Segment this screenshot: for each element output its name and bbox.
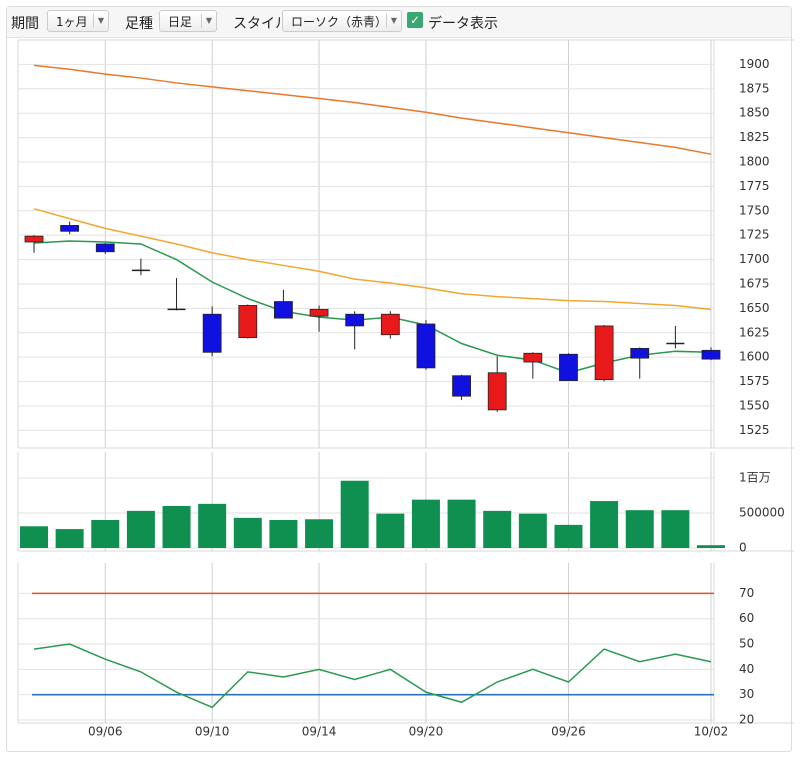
volume-bar [483, 510, 512, 548]
y-tick-label: 1900 [739, 57, 770, 71]
candle-body [309, 308, 329, 317]
candle-body [701, 349, 721, 360]
volume-bar [625, 510, 654, 548]
dropdown-arrow: ▼ [386, 14, 401, 28]
candle-body [452, 375, 471, 397]
volume-bar [20, 526, 48, 548]
y-tick-label: 1775 [739, 179, 770, 193]
period-value: 1ヶ月 [56, 15, 88, 29]
candle-body [380, 313, 400, 336]
candle-body [416, 323, 436, 369]
volume-bar [198, 503, 227, 548]
candle-body [487, 372, 507, 411]
volume-bar [376, 513, 405, 548]
y-tick-label: 1725 [739, 228, 770, 242]
line-series [33, 64, 712, 155]
y-tick-label: 1550 [739, 398, 770, 412]
candle-body [345, 313, 365, 327]
bar-dropdown[interactable]: 日足 ▼ [159, 10, 217, 32]
volume-bar [554, 524, 583, 548]
volume-bar [340, 480, 369, 548]
volume-bar [661, 510, 690, 548]
x-tick-label: 09/20 [409, 725, 444, 739]
line-series [33, 643, 712, 709]
style-label: スタイル [233, 16, 289, 32]
dropdown-arrow: ▼ [201, 14, 216, 28]
y-tick-label: 1750 [739, 203, 770, 217]
volume-bar [305, 519, 334, 548]
y-tick-label: 1800 [739, 154, 770, 168]
volume-bar [233, 517, 262, 548]
data-toggle-label: データ表示 [428, 16, 498, 32]
y-tick-label: 1575 [739, 374, 770, 388]
volume-bar [697, 545, 725, 548]
period-dropdown[interactable]: 1ヶ月 ▼ [47, 10, 109, 32]
period-label: 期間 [11, 16, 39, 32]
y-tick-label: 0 [739, 541, 747, 555]
y-tick-label: 1700 [739, 252, 770, 266]
volume-bar [91, 519, 120, 548]
y-tick-label: 1百万 [739, 470, 771, 484]
candle-body [630, 347, 650, 359]
volume-bar [590, 501, 619, 548]
style-dropdown[interactable]: ローソク（赤青） ▼ [282, 10, 402, 32]
y-tick-label: 1625 [739, 325, 770, 339]
volume-bar [126, 510, 155, 548]
y-tick-label: 1650 [739, 301, 770, 315]
x-tick-label: 09/10 [195, 725, 230, 739]
y-tick-label: 1825 [739, 130, 770, 144]
x-tick-label: 10/02 [694, 725, 729, 739]
candle-body [274, 301, 293, 319]
data-checkbox[interactable]: ✓ [407, 12, 423, 28]
bar-value: 日足 [168, 15, 193, 29]
y-tick-label: 60 [739, 611, 754, 625]
y-tick-label: 40 [739, 662, 754, 676]
y-tick-label: 30 [739, 687, 754, 701]
y-tick-label: 50 [739, 637, 754, 651]
candle-body [60, 225, 80, 232]
candle-body [523, 352, 543, 363]
volume-bar [518, 513, 547, 548]
x-tick-label: 09/14 [302, 725, 337, 739]
dropdown-arrow: ▼ [93, 14, 108, 28]
candle-body [202, 313, 222, 353]
candle-body [559, 353, 578, 381]
candle-body [238, 305, 258, 339]
style-value: ローソク（赤青） [291, 15, 388, 29]
toolbar: 期間 1ヶ月 ▼ 足種 日足 ▼ スタイル ローソク（赤青） ▼ ✓ データ表示 [7, 7, 791, 38]
line-series [33, 208, 712, 311]
y-tick-label: 1525 [739, 423, 770, 437]
candle-body [594, 325, 614, 381]
y-tick-label: 1600 [739, 350, 770, 364]
volume-bar [269, 519, 298, 548]
candle-body [24, 235, 44, 243]
volume-bar [55, 529, 84, 548]
chart-frame: 期間 1ヶ月 ▼ 足種 日足 ▼ スタイル ローソク（赤青） ▼ ✓ データ表示 [6, 6, 792, 752]
volume-bar [411, 499, 440, 548]
x-tick-label: 09/26 [551, 725, 586, 739]
candle-body [95, 243, 115, 253]
y-tick-label: 70 [739, 586, 754, 600]
x-tick-label: 09/06 [88, 725, 123, 739]
y-tick-label: 1875 [739, 81, 770, 95]
bar-label: 足種 [125, 16, 153, 32]
y-tick-label: 20 [739, 713, 754, 727]
volume-bar [162, 505, 191, 548]
y-tick-label: 1850 [739, 106, 770, 120]
y-tick-label: 1675 [739, 276, 770, 290]
volume-bar [447, 499, 476, 548]
y-tick-label: 500000 [739, 505, 785, 519]
